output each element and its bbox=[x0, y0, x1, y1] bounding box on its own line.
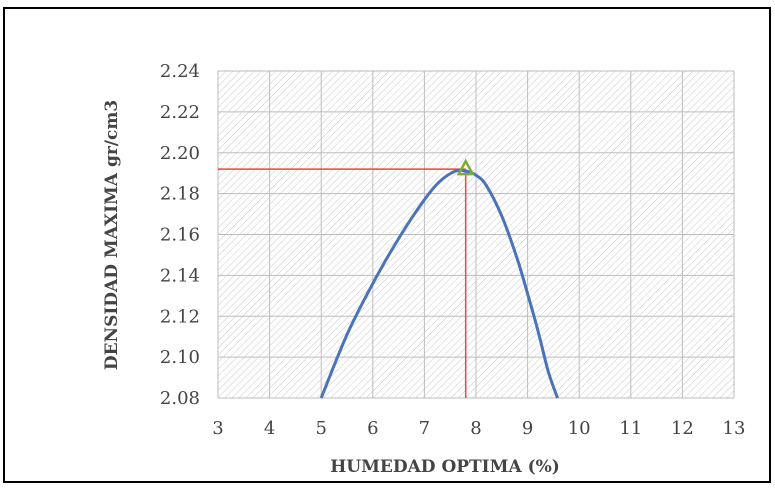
x-tick-label: 5 bbox=[315, 418, 326, 439]
x-tick-label: 10 bbox=[568, 418, 591, 439]
gridlines bbox=[217, 70, 735, 399]
x-tick-label: 6 bbox=[367, 418, 378, 439]
compaction-curve-line bbox=[319, 168, 559, 399]
y-axis-title: DENSIDAD MAXIMA gr/cm3 bbox=[102, 100, 122, 370]
x-tick-label: 4 bbox=[264, 418, 275, 439]
x-tick-label: 13 bbox=[723, 418, 746, 439]
y-tick-label: 2.16 bbox=[160, 225, 200, 246]
y-tick-label: 2.08 bbox=[160, 388, 200, 409]
x-tick-label: 8 bbox=[470, 418, 481, 439]
y-tick-label: 2.10 bbox=[160, 347, 200, 368]
y-tick-label: 2.24 bbox=[160, 61, 200, 82]
y-tick-label: 2.14 bbox=[160, 265, 200, 286]
optimum-point-marker bbox=[456, 158, 475, 176]
x-tick-label: 7 bbox=[419, 418, 430, 439]
y-tick-label: 2.12 bbox=[160, 306, 200, 327]
y-tick-label: 2.22 bbox=[160, 102, 200, 123]
y-tick-label: 2.20 bbox=[160, 143, 200, 164]
x-tick-label: 12 bbox=[671, 418, 694, 439]
reference-lines bbox=[218, 168, 467, 398]
x-tick-label: 9 bbox=[522, 418, 533, 439]
y-tick-label: 2.18 bbox=[160, 184, 200, 205]
x-tick-label: 11 bbox=[619, 418, 642, 439]
x-axis-title: HUMEDAD OPTIMA (%) bbox=[330, 457, 560, 477]
y-tick-labels: 2.08 2.10 2.12 2.14 2.16 2.18 2.20 2.22 2.24 bbox=[160, 61, 200, 409]
x-tick-label: 3 bbox=[212, 418, 223, 439]
x-tick-labels: 3 4 5 6 7 8 9 10 11 12 13 bbox=[212, 418, 745, 439]
